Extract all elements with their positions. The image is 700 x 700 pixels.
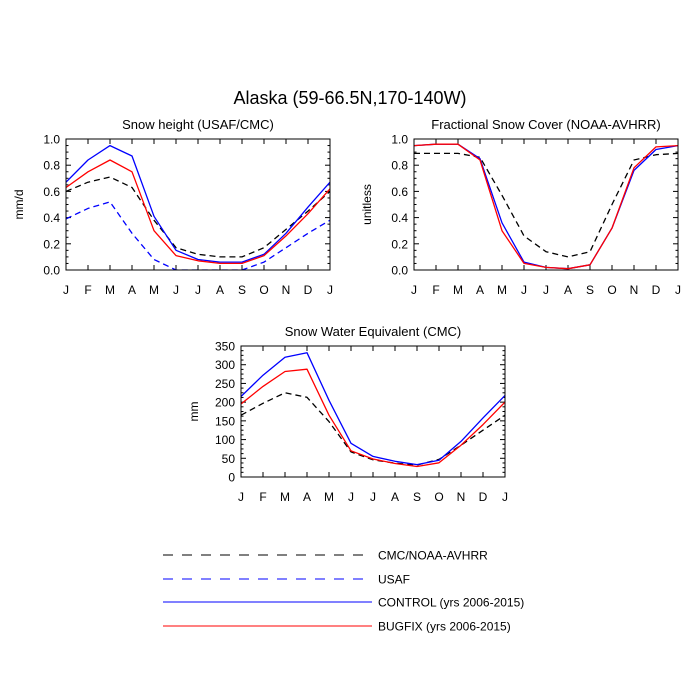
x-tick-label: J: [675, 283, 681, 297]
figure-title: Alaska (59-66.5N,170-140W): [233, 88, 466, 108]
x-tick-label: F: [84, 283, 91, 297]
panel-title: Fractional Snow Cover (NOAA-AVHRR): [431, 117, 660, 132]
series-line-bugfix-yrs-2006-2015: [66, 159, 330, 265]
series-line-control-yrs-2006-2015: [241, 352, 505, 466]
x-tick-label: N: [630, 283, 639, 297]
y-axis-label: mm/d: [12, 190, 26, 220]
x-tick-label: O: [259, 283, 268, 297]
x-tick-label: S: [413, 490, 421, 504]
x-tick-label: D: [479, 490, 488, 504]
x-tick-label: J: [370, 490, 376, 504]
x-tick-label: A: [391, 490, 399, 504]
x-tick-label: J: [521, 283, 527, 297]
panel-snow-water-equivalent: Snow Water Equivalent (CMC) mm 0 50 100 150 20…: [187, 324, 508, 504]
x-tick-label: J: [173, 283, 179, 297]
y-tick-label: 0: [228, 471, 235, 485]
x-tick-label: J: [348, 490, 354, 504]
x-tick-label: O: [607, 283, 616, 297]
x-tick-label: J: [543, 283, 549, 297]
series-line-cmc-noaa-avhrr: [414, 152, 678, 258]
legend-label: CMC/NOAA-AVHRR: [378, 549, 488, 563]
x-tick-label: F: [432, 283, 439, 297]
x-tick-label: A: [476, 283, 484, 297]
x-tick-label: M: [497, 283, 507, 297]
y-tick-label: 50: [222, 452, 236, 466]
x-tick-label: D: [304, 283, 313, 297]
y-tick-label: 0.0: [391, 264, 408, 278]
x-tick-label: M: [280, 490, 290, 504]
x-tick-label: A: [128, 283, 136, 297]
x-tick-label: J: [195, 283, 201, 297]
x-tick-label: M: [324, 490, 334, 504]
plot-frame: [413, 138, 679, 271]
x-tick-label: A: [564, 283, 572, 297]
panel-title: Snow height (USAF/CMC): [122, 117, 274, 132]
x-tick-label: A: [303, 490, 311, 504]
series-line-control-yrs-2006-2015: [66, 144, 330, 263]
x-tick-label: N: [282, 283, 291, 297]
y-tick-label: 350: [215, 340, 235, 354]
y-tick-label: 1.0: [391, 133, 408, 147]
x-tick-label: J: [502, 490, 508, 504]
y-tick-label: 0.8: [391, 159, 408, 173]
y-tick-label: 300: [215, 358, 235, 372]
y-tick-label: 0.2: [43, 237, 60, 251]
y-tick-label: 0.6: [391, 185, 408, 199]
y-tick-label: 0.2: [391, 237, 408, 251]
x-tick-label: J: [327, 283, 333, 297]
x-tick-label: S: [586, 283, 594, 297]
y-tick-label: 250: [215, 377, 235, 391]
y-tick-label: 0.8: [43, 159, 60, 173]
legend-label: BUGFIX (yrs 2006-2015): [378, 620, 511, 634]
series-line-bugfix-yrs-2006-2015: [241, 368, 505, 468]
x-tick-label: O: [434, 490, 443, 504]
panel-snow-height: Snow height (USAF/CMC) mm/d 0.0 0.2 0.4 0.6 0.…: [12, 117, 333, 297]
panel-fractional-snow-cover: Fractional Snow Cover (NOAA-AVHRR) unitle…: [360, 117, 681, 297]
y-tick-label: 150: [215, 414, 235, 428]
y-tick-label: 200: [215, 396, 235, 410]
y-axis-label: unitless: [360, 184, 374, 225]
legend: CMC/NOAA-AVHRR USAF CONTROL (yrs 2006-2015…: [163, 549, 524, 634]
series-line-cmc-noaa-avhrr: [241, 392, 505, 466]
x-tick-label: M: [453, 283, 463, 297]
y-tick-label: 1.0: [43, 133, 60, 147]
series-line-cmc-noaa-avhrr: [66, 176, 330, 258]
plot-frame: [65, 138, 331, 271]
y-tick-label: 0.4: [43, 211, 60, 225]
y-tick-label: 0.6: [43, 185, 60, 199]
x-tick-label: J: [411, 283, 417, 297]
legend-label: USAF: [378, 573, 410, 587]
x-tick-label: J: [63, 283, 69, 297]
x-tick-label: S: [238, 283, 246, 297]
x-tick-label: J: [238, 490, 244, 504]
plot-frame: [240, 345, 506, 478]
series-line-bugfix-yrs-2006-2015: [414, 143, 678, 270]
panel-title: Snow Water Equivalent (CMC): [285, 324, 462, 339]
legend-label: CONTROL (yrs 2006-2015): [378, 596, 524, 610]
y-tick-label: 100: [215, 433, 235, 447]
x-tick-label: F: [259, 490, 266, 504]
x-tick-label: M: [149, 283, 159, 297]
y-axis-label: mm: [187, 402, 201, 422]
x-tick-label: D: [652, 283, 661, 297]
x-tick-label: A: [216, 283, 224, 297]
y-tick-label: 0.4: [391, 211, 408, 225]
y-tick-label: 0.0: [43, 264, 60, 278]
x-tick-label: N: [457, 490, 466, 504]
x-tick-label: M: [105, 283, 115, 297]
